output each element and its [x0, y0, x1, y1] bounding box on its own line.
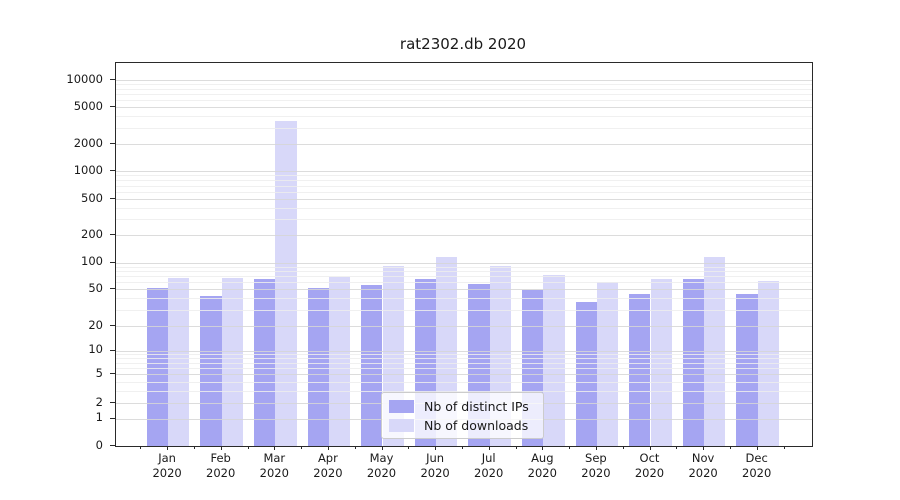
ytick-mark-200	[110, 234, 115, 236]
xtick-mark-feb-2020	[220, 446, 222, 450]
bar--distinct-ips-feb-2020	[200, 296, 222, 446]
xtick-mark-nov-2020	[703, 446, 705, 450]
ytick-label-500: 500	[81, 190, 103, 205]
xtick-mark-jan-2020	[167, 446, 169, 450]
legend-label-downloads: Nb of downloads	[424, 417, 529, 433]
bar--distinct-ips-sep-2020	[575, 301, 597, 446]
xtick-label-jan-2020: Jan 2020	[152, 451, 182, 480]
xtick-minor-mark-2	[247, 446, 249, 449]
ytick-label-1000: 1000	[73, 162, 103, 177]
xtick-label-jul-2020: Jul 2020	[474, 451, 504, 480]
bar--distinct-ips-jan-2020	[146, 287, 169, 446]
xtick-mark-mar-2020	[274, 446, 276, 450]
xtick-mark-oct-2020	[649, 446, 651, 450]
legend-swatch-downloads	[389, 418, 414, 432]
legend: Nb of distinct IPs Nb of downloads	[381, 392, 544, 439]
xtick-label-jun-2020: Jun 2020	[420, 451, 450, 480]
xtick-label-may-2020: May 2020	[366, 451, 397, 480]
ytick-label-5: 5	[95, 365, 103, 380]
ytick-label-0: 0	[95, 437, 103, 452]
ytick-mark-5000	[110, 106, 115, 107]
ytick-mark-5	[110, 373, 115, 375]
xtick-label-aug-2020: Aug 2020	[527, 451, 557, 480]
ytick-mark-2000	[110, 143, 115, 145]
bar--downloads-mar-2020	[275, 120, 297, 446]
xtick-label-mar-2020: Mar 2020	[259, 451, 289, 480]
bar--downloads-feb-2020	[221, 277, 244, 446]
xtick-mark-dec-2020	[756, 446, 758, 450]
ytick-mark-100	[110, 261, 115, 263]
ytick-label-2: 2	[95, 394, 103, 409]
ytick-label-2000: 2000	[73, 135, 103, 150]
xtick-minor-mark-1	[193, 446, 195, 449]
legend-swatch-distinct-ips	[389, 399, 414, 413]
xtick-label-feb-2020: Feb 2020	[206, 451, 236, 480]
xtick-label-nov-2020: Nov 2020	[688, 451, 718, 480]
ytick-label-100: 100	[81, 254, 103, 269]
ytick-mark-10	[110, 349, 115, 351]
ytick-label-200: 200	[81, 226, 103, 241]
bars-layer	[116, 63, 812, 446]
xtick-mark-sep-2020	[595, 446, 597, 450]
bar--distinct-ips-mar-2020	[253, 278, 276, 446]
xtick-minor-mark-3	[301, 446, 303, 449]
bar--downloads-sep-2020	[596, 282, 619, 446]
bar--distinct-ips-may-2020	[361, 284, 383, 446]
ytick-label-10000: 10000	[66, 71, 103, 86]
xtick-mark-may-2020	[381, 446, 383, 450]
bar--distinct-ips-dec-2020	[736, 293, 758, 446]
bar--distinct-ips-nov-2020	[682, 279, 705, 446]
xtick-label-apr-2020: Apr 2020	[313, 451, 343, 480]
xtick-minor-mark-0	[140, 446, 142, 449]
ytick-mark-500	[110, 198, 115, 200]
xtick-mark-aug-2020	[542, 446, 544, 450]
xtick-mark-apr-2020	[327, 446, 329, 450]
ytick-mark-20	[110, 325, 115, 327]
xtick-minor-mark-11	[729, 446, 731, 449]
xtick-minor-mark-5	[408, 446, 410, 449]
bar--downloads-jan-2020	[168, 278, 190, 446]
legend-item-distinct-ips: Nb of distinct IPs	[389, 399, 536, 414]
xtick-minor-mark-10	[676, 446, 678, 449]
xtick-mark-jul-2020	[488, 446, 490, 450]
xtick-label-dec-2020: Dec 2020	[742, 451, 772, 480]
bar--downloads-aug-2020	[543, 275, 565, 446]
ytick-label-1: 1	[95, 410, 103, 424]
bar--downloads-apr-2020	[328, 277, 351, 446]
xtick-minor-mark-8	[569, 446, 571, 449]
bar--downloads-oct-2020	[650, 279, 672, 446]
bar--distinct-ips-oct-2020	[629, 293, 651, 446]
ytick-mark-1000	[110, 170, 115, 172]
ytick-label-20: 20	[88, 317, 103, 332]
ytick-label-5000: 5000	[73, 98, 103, 113]
xtick-minor-mark-7	[515, 446, 517, 449]
xtick-minor-mark-12	[783, 446, 785, 449]
ytick-label-50: 50	[88, 280, 103, 295]
bar--downloads-dec-2020	[757, 281, 780, 446]
legend-label-distinct-ips: Nb of distinct IPs	[424, 398, 529, 414]
ytick-mark-10000	[110, 79, 115, 80]
ytick-label-10: 10	[88, 342, 103, 357]
xtick-minor-mark-6	[461, 446, 463, 449]
ytick-mark-2	[110, 402, 115, 404]
xtick-minor-mark-4	[354, 446, 356, 449]
chart-title: rat2302.db 2020	[399, 35, 527, 53]
bar--downloads-nov-2020	[704, 256, 726, 446]
bar--distinct-ips-apr-2020	[307, 287, 329, 446]
ytick-mark-50	[110, 288, 115, 290]
xtick-mark-jun-2020	[435, 446, 437, 450]
legend-item-downloads: Nb of downloads	[389, 418, 536, 433]
ytick-mark-1	[110, 417, 115, 419]
xtick-label-sep-2020: Sep 2020	[581, 451, 611, 480]
xtick-label-oct-2020: Oct 2020	[634, 451, 665, 480]
ytick-mark-0	[110, 445, 115, 446]
xtick-minor-mark-9	[622, 446, 624, 449]
plot-area: Nb of distinct IPs Nb of downloads	[115, 62, 813, 447]
